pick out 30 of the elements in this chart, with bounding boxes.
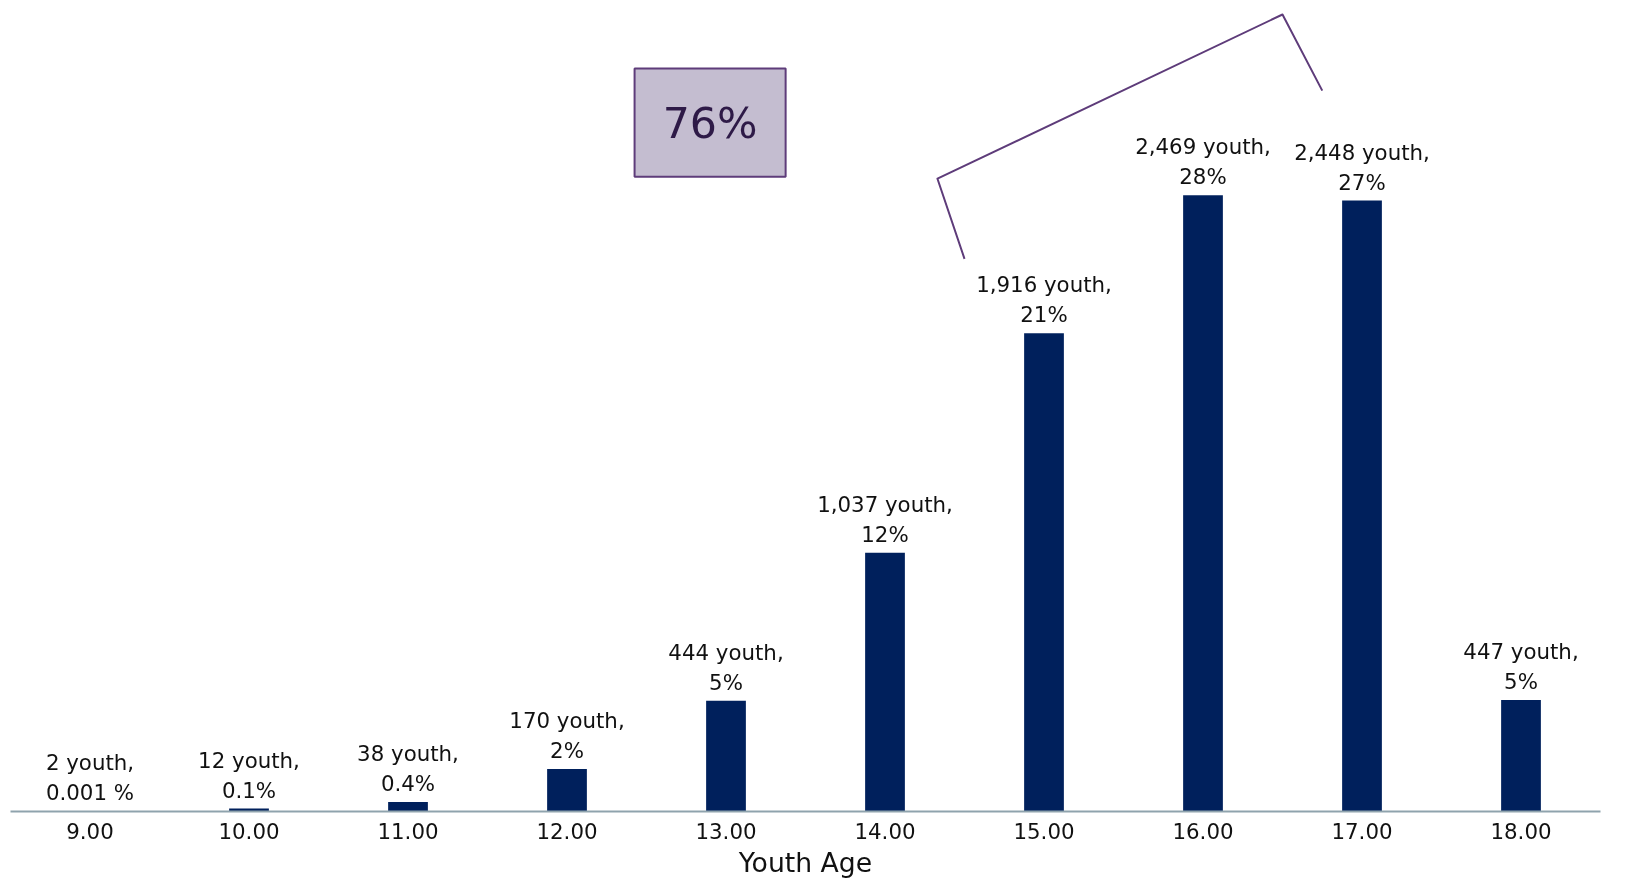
data-label: 1,037 youth, 12% (817, 491, 953, 547)
bar (706, 700, 746, 812)
bar (1501, 699, 1541, 812)
x-tick-label: 14.00 (854, 818, 916, 844)
x-tick-label: 15.00 (1013, 818, 1075, 844)
bar (865, 552, 905, 812)
x-tick-label: 17.00 (1331, 818, 1393, 844)
data-label: 1,916 youth, 21% (976, 272, 1112, 328)
data-label: 2 youth, 0.001 % (45, 750, 135, 805)
bar (1342, 200, 1382, 812)
bar (547, 769, 587, 812)
x-tick-label: 16.00 (1172, 818, 1234, 844)
x-axis-title: Youth Age (737, 846, 873, 878)
x-tick-label: 13.00 (695, 818, 757, 844)
data-label: 38 youth, 0.4% (357, 741, 459, 797)
data-label: 2,469 youth, 28% (1135, 134, 1271, 190)
bar (1024, 333, 1064, 812)
text: 76% (662, 97, 758, 148)
data-label: 444 youth, 5% (668, 639, 784, 695)
x-tick-label: 10.00 (218, 818, 280, 844)
data-label: 12 youth, 0.1% (198, 747, 300, 803)
data-label: 447 youth, 5% (1463, 638, 1579, 694)
x-tick-label: 18.00 (1490, 818, 1552, 844)
bar (1183, 195, 1223, 812)
x-tick-label: 12.00 (536, 818, 598, 844)
data-label: 2,448 youth, 27% (1294, 139, 1430, 195)
x-tick-label: 9.00 (66, 818, 114, 844)
data-label: 170 youth, 2% (509, 708, 625, 764)
x-tick-label: 11.00 (377, 818, 439, 844)
bar (388, 802, 428, 812)
